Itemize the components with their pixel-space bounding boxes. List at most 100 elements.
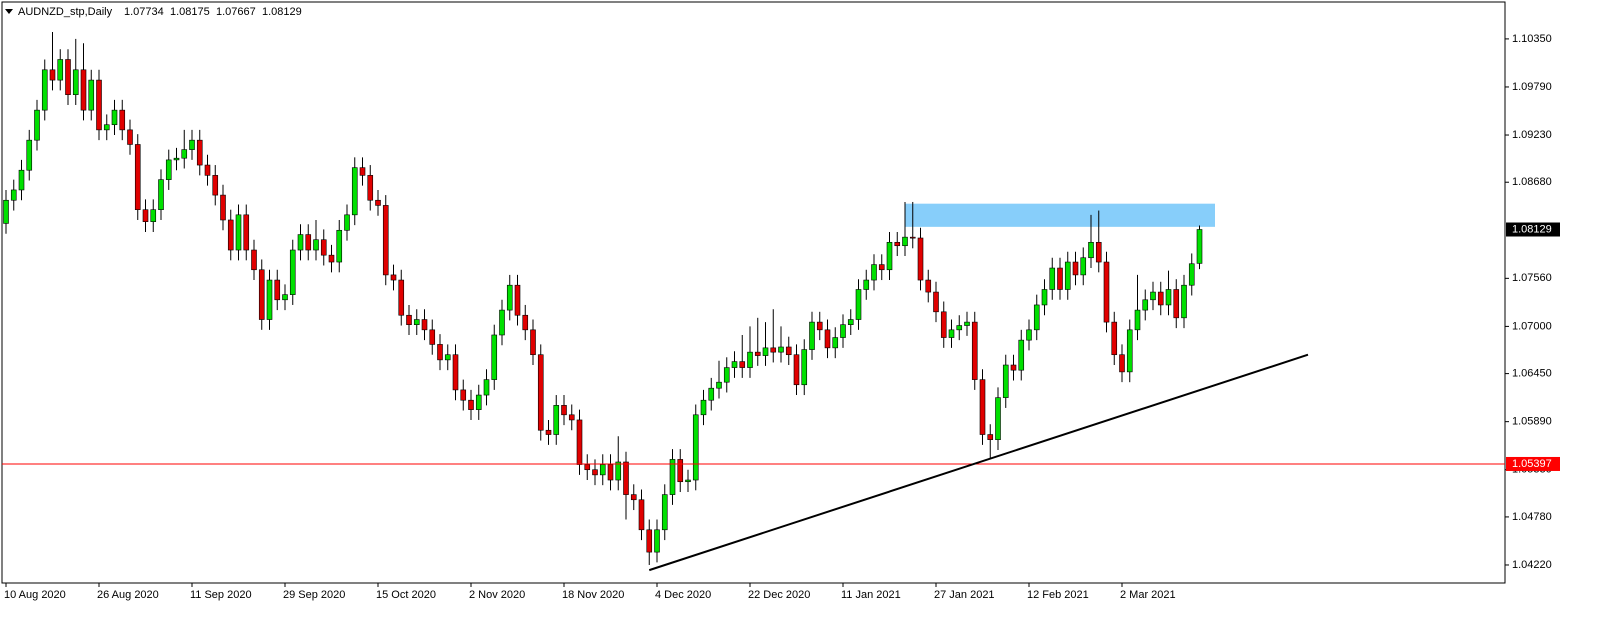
candle-body	[1026, 329, 1032, 341]
candle-body	[568, 414, 575, 421]
candle-body	[320, 239, 327, 256]
candle-body	[506, 284, 513, 311]
candle-body	[778, 346, 784, 353]
x-tick-label: 2 Mar 2021	[1120, 589, 1176, 601]
y-tick-label: 1.04780	[1512, 511, 1552, 523]
candle-body	[584, 464, 591, 471]
candle-body	[134, 144, 141, 210]
candle-body	[623, 461, 629, 495]
candle-body	[1064, 261, 1071, 290]
candle-body	[328, 254, 335, 263]
candle-body	[406, 314, 412, 325]
candle-body	[902, 236, 908, 247]
candle-body	[26, 139, 33, 171]
candle-body	[646, 529, 653, 553]
candle-body	[382, 205, 389, 276]
candle-body	[1119, 354, 1125, 373]
candle-body	[863, 279, 870, 290]
candle-body	[1157, 291, 1164, 306]
candle-body	[894, 241, 901, 247]
candle-body	[654, 529, 660, 553]
candle-body	[971, 321, 978, 380]
candle-body	[630, 494, 637, 501]
candle-body	[220, 194, 226, 221]
candle-body	[1142, 299, 1149, 311]
candle-body	[956, 325, 963, 331]
candle-body	[1049, 267, 1056, 290]
support-price-label: 1.05397	[1512, 458, 1552, 470]
candle-body	[483, 379, 490, 396]
candle-body	[909, 236, 916, 239]
candle-body	[80, 69, 87, 111]
candle-body	[282, 294, 288, 301]
candle-body	[886, 241, 893, 271]
candle-body	[685, 479, 691, 483]
header-open: 1.07734	[124, 6, 164, 18]
candle-body	[452, 354, 459, 391]
candle-body	[1196, 229, 1203, 264]
x-tick-label: 11 Sep 2020	[190, 589, 252, 601]
candle-body	[65, 59, 71, 95]
candle-body	[1173, 289, 1180, 319]
candle-body	[615, 461, 622, 481]
candle-body	[1134, 309, 1141, 331]
candle-body	[692, 414, 699, 481]
candle-body	[18, 169, 25, 191]
header-close: 1.08129	[262, 6, 302, 18]
candle-body	[1165, 289, 1172, 306]
candle-body	[10, 189, 17, 201]
y-tick-label: 1.08680	[1512, 176, 1552, 188]
y-tick-label: 1.10350	[1512, 33, 1552, 45]
candle-body	[142, 209, 149, 222]
candle-body	[801, 349, 808, 386]
candle-body	[638, 499, 645, 531]
candle-body	[491, 334, 498, 380]
candle-body	[119, 109, 126, 131]
candle-body	[1150, 291, 1156, 301]
candle-body	[816, 321, 823, 331]
candle-body	[599, 464, 606, 476]
candle-body	[181, 149, 188, 159]
current-price-box	[1506, 222, 1560, 237]
candle-body	[809, 321, 815, 350]
x-tick-label: 11 Jan 2021	[841, 589, 901, 601]
chart-title: AUDNZD_stp,Daily	[18, 6, 113, 18]
candle-body	[1002, 364, 1009, 398]
y-tick-label: 1.09230	[1512, 129, 1552, 141]
candle-body	[289, 249, 296, 295]
candle-body	[964, 321, 970, 326]
candle-body	[739, 361, 746, 368]
candle-body	[34, 109, 40, 141]
candle-body	[41, 69, 48, 111]
candle-body	[274, 279, 281, 301]
candle-body	[545, 429, 552, 435]
candle-body	[925, 279, 932, 293]
candle-body	[716, 381, 722, 389]
candle-body	[747, 351, 753, 368]
candle-body	[1103, 261, 1110, 323]
plot-frame	[1, 1, 1506, 584]
candle-body	[1010, 364, 1017, 371]
candle-body	[344, 214, 350, 231]
candle-body	[460, 389, 467, 401]
candle-body	[305, 234, 312, 251]
candle-body	[398, 279, 405, 316]
x-tick-label: 18 Nov 2020	[562, 589, 624, 601]
candle-body	[1041, 289, 1048, 306]
y-tick-label: 1.07000	[1512, 320, 1552, 332]
candle-body	[785, 346, 792, 356]
candle-body	[561, 405, 567, 416]
candle-body	[537, 354, 544, 431]
candle-body	[979, 379, 986, 435]
candle-body	[847, 319, 854, 325]
candle-body	[700, 399, 707, 416]
candle-body	[3, 199, 9, 224]
menu-triangle	[5, 9, 13, 14]
resistance-zone	[905, 203, 1215, 227]
candle-body	[351, 167, 358, 216]
candle-body	[708, 387, 715, 401]
y-tick-label: 1.05890	[1512, 416, 1552, 428]
candle-body	[173, 157, 180, 161]
candle-body	[359, 167, 366, 176]
